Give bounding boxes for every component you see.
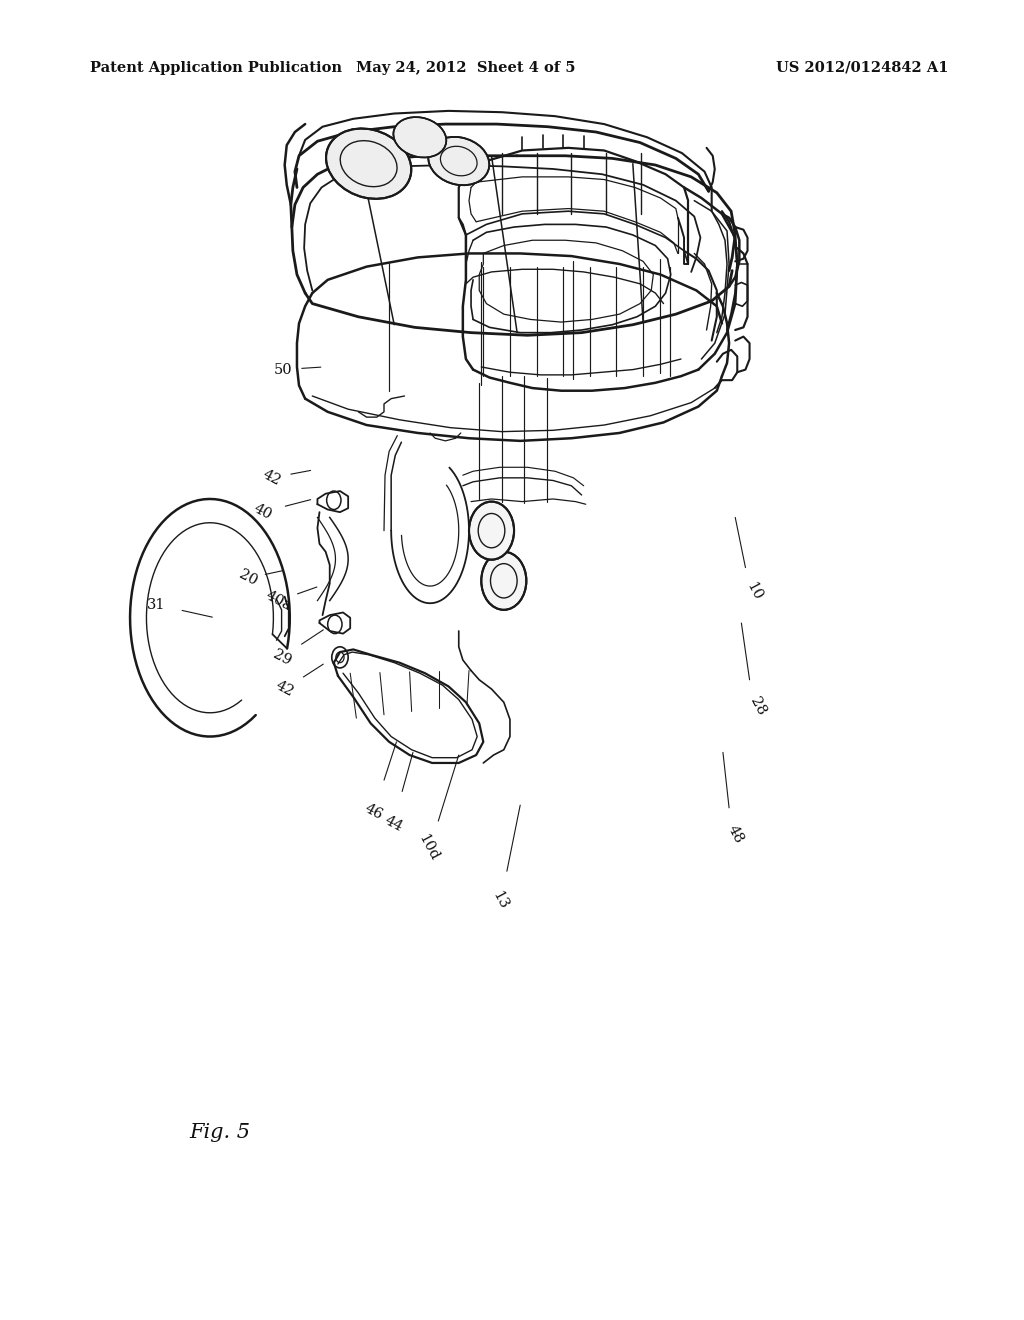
Text: 20: 20 (237, 568, 259, 589)
Text: 19: 19 (347, 176, 366, 189)
Text: 31: 31 (146, 598, 165, 611)
Ellipse shape (393, 117, 446, 157)
Circle shape (469, 502, 514, 560)
Text: 13: 13 (489, 888, 510, 912)
Text: 28: 28 (748, 694, 768, 718)
Text: 40a: 40a (263, 587, 294, 614)
Text: 50: 50 (273, 363, 292, 376)
Ellipse shape (326, 128, 412, 199)
Text: May 24, 2012  Sheet 4 of 5: May 24, 2012 Sheet 4 of 5 (356, 61, 575, 75)
Text: 40: 40 (251, 502, 273, 523)
Text: Patent Application Publication: Patent Application Publication (90, 61, 342, 75)
Text: 46: 46 (362, 801, 385, 822)
Text: 10d: 10d (416, 832, 440, 863)
Ellipse shape (428, 137, 489, 185)
Text: 42: 42 (260, 467, 283, 488)
Circle shape (481, 552, 526, 610)
Text: 10: 10 (743, 579, 764, 603)
Text: 44: 44 (382, 813, 404, 834)
Text: 42: 42 (273, 678, 296, 700)
Text: US 2012/0124842 A1: US 2012/0124842 A1 (776, 61, 948, 75)
Text: Fig. 5: Fig. 5 (189, 1123, 251, 1142)
Text: 48: 48 (725, 822, 745, 846)
Text: 29: 29 (270, 647, 293, 668)
